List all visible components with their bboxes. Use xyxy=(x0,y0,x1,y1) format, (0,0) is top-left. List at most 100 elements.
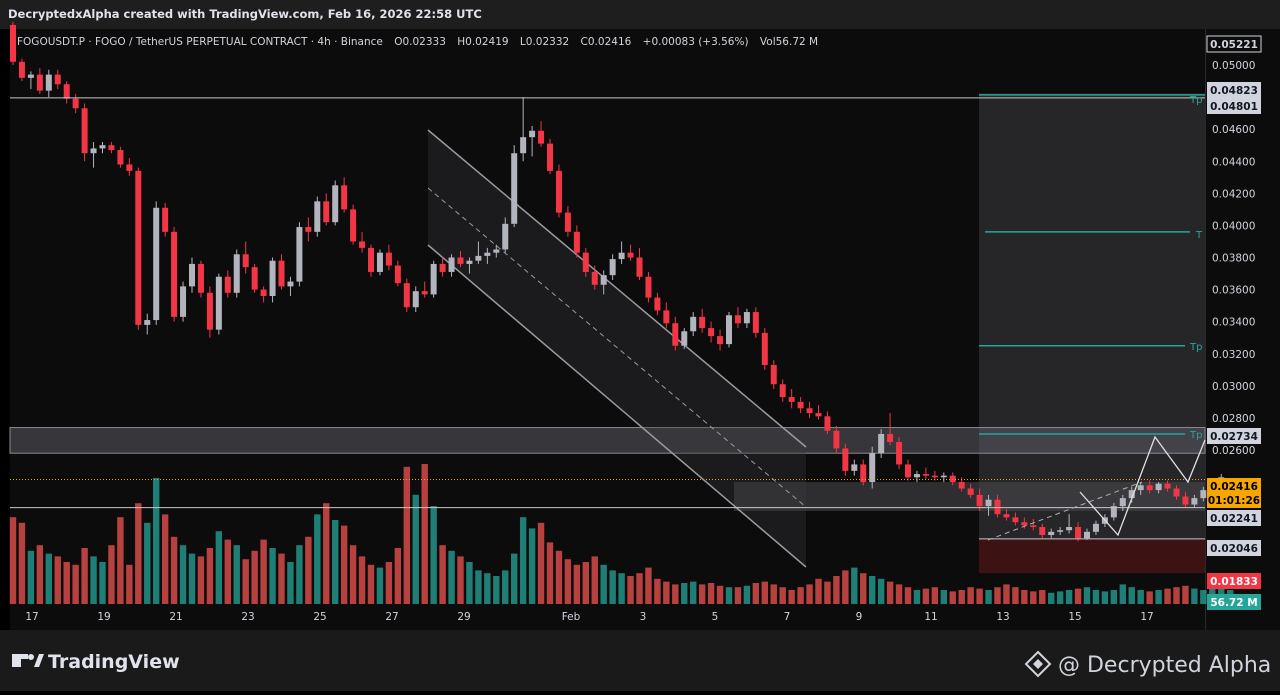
candle[interactable] xyxy=(609,254,616,280)
candle[interactable] xyxy=(475,241,482,264)
price-tag[interactable]: 0.04823 xyxy=(1207,82,1261,98)
candle[interactable] xyxy=(699,308,706,333)
candle[interactable] xyxy=(215,273,222,335)
candle[interactable] xyxy=(913,470,920,483)
candle[interactable] xyxy=(466,257,473,274)
candle[interactable] xyxy=(931,470,938,481)
candle[interactable] xyxy=(752,307,759,338)
candle[interactable] xyxy=(851,459,858,476)
candle[interactable] xyxy=(1084,528,1090,540)
candle[interactable] xyxy=(922,467,929,479)
candle[interactable] xyxy=(314,196,321,237)
candle[interactable] xyxy=(1182,491,1189,508)
candle[interactable] xyxy=(108,142,115,154)
candle[interactable] xyxy=(180,281,187,322)
price-tag[interactable]: 0.02046 xyxy=(1207,540,1261,556)
candle[interactable] xyxy=(1057,527,1064,536)
candle[interactable] xyxy=(1066,514,1073,534)
candle[interactable] xyxy=(197,260,204,298)
candle[interactable] xyxy=(72,93,79,114)
candle[interactable] xyxy=(681,328,688,349)
candle[interactable] xyxy=(994,494,1001,518)
price-tag[interactable]: 0.05221 xyxy=(1206,35,1262,53)
candle[interactable] xyxy=(27,71,34,90)
candle[interactable] xyxy=(206,286,213,338)
candle[interactable] xyxy=(117,146,124,168)
candle[interactable] xyxy=(242,241,249,274)
candle[interactable] xyxy=(484,247,491,264)
candle[interactable] xyxy=(1164,480,1171,492)
candle[interactable] xyxy=(573,225,580,258)
candle[interactable] xyxy=(162,202,169,237)
candle[interactable] xyxy=(1048,528,1055,539)
candle[interactable] xyxy=(63,81,70,104)
candle[interactable] xyxy=(538,121,545,147)
candle[interactable] xyxy=(332,180,339,226)
candle[interactable] xyxy=(591,265,598,290)
candle[interactable] xyxy=(797,397,804,414)
candle[interactable] xyxy=(860,459,867,486)
candle[interactable] xyxy=(1092,520,1099,536)
candle[interactable] xyxy=(564,206,571,237)
candle[interactable] xyxy=(618,241,625,264)
candle[interactable] xyxy=(842,443,849,476)
candle[interactable] xyxy=(1075,522,1082,542)
candle[interactable] xyxy=(1012,512,1019,526)
candle[interactable] xyxy=(287,276,294,296)
candle[interactable] xyxy=(824,411,831,434)
candle[interactable] xyxy=(1173,485,1180,500)
candle[interactable] xyxy=(1191,494,1198,508)
candle[interactable] xyxy=(305,217,312,242)
candle[interactable] xyxy=(555,164,562,218)
candle[interactable] xyxy=(421,281,428,298)
candle[interactable] xyxy=(376,249,383,276)
candle[interactable] xyxy=(726,312,732,348)
candle[interactable] xyxy=(144,313,151,335)
candle[interactable] xyxy=(368,244,374,277)
candle[interactable] xyxy=(806,401,813,418)
candle[interactable] xyxy=(394,260,401,287)
candle[interactable] xyxy=(18,58,25,82)
candle[interactable] xyxy=(967,483,974,499)
candle[interactable] xyxy=(654,292,661,316)
candle[interactable] xyxy=(341,177,348,213)
candle[interactable] xyxy=(171,227,178,322)
candle[interactable] xyxy=(126,158,133,176)
candle[interactable] xyxy=(448,254,455,277)
candle[interactable] xyxy=(99,142,106,154)
candle[interactable] xyxy=(815,405,822,420)
candle[interactable] xyxy=(1155,482,1162,494)
candle[interactable] xyxy=(439,257,446,277)
price-tag[interactable]: 0.04801 xyxy=(1207,98,1261,114)
candle[interactable] xyxy=(224,270,231,298)
price-tag[interactable]: 0.01833 xyxy=(1207,573,1261,589)
candle[interactable] xyxy=(520,97,527,162)
candle[interactable] xyxy=(430,260,437,298)
candle[interactable] xyxy=(690,312,697,337)
candle[interactable] xyxy=(251,263,258,293)
candle[interactable] xyxy=(1039,523,1046,539)
candle[interactable] xyxy=(1146,480,1153,494)
candle[interactable] xyxy=(547,138,553,175)
candle[interactable] xyxy=(350,204,357,245)
candle[interactable] xyxy=(412,286,419,313)
price-tag[interactable]: 0.02734 xyxy=(1207,428,1261,444)
candle[interactable] xyxy=(502,217,509,253)
candle[interactable] xyxy=(10,21,16,65)
candle[interactable] xyxy=(1137,482,1144,495)
candle[interactable] xyxy=(743,308,750,329)
price-tag[interactable]: 0.02241 xyxy=(1207,510,1261,526)
candle[interactable] xyxy=(717,329,724,351)
candle[interactable] xyxy=(761,328,768,370)
candle[interactable] xyxy=(896,437,903,470)
candle[interactable] xyxy=(269,257,276,303)
candle[interactable] xyxy=(493,244,500,258)
candle[interactable] xyxy=(233,249,240,298)
candle[interactable] xyxy=(189,257,195,293)
candle[interactable] xyxy=(672,316,679,351)
candle[interactable] xyxy=(457,251,464,268)
candle[interactable] xyxy=(779,379,786,402)
candle[interactable] xyxy=(1200,486,1207,502)
candle[interactable] xyxy=(627,244,634,261)
